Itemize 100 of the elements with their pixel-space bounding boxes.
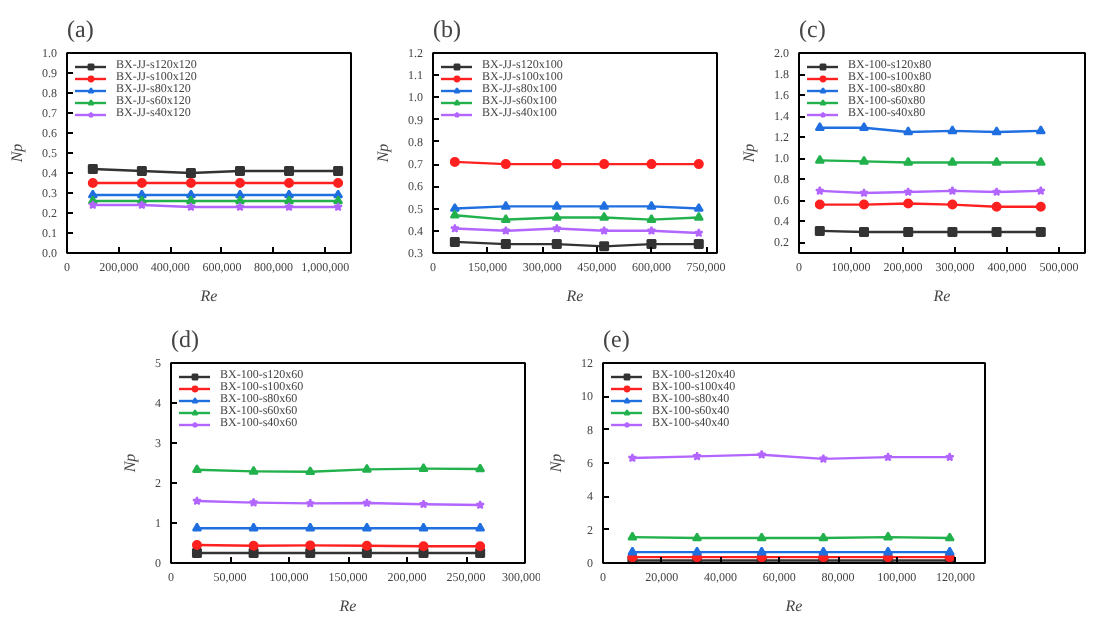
point	[1035, 226, 1046, 237]
point	[500, 159, 511, 170]
x-axis-title: Re	[564, 287, 585, 305]
point	[692, 532, 703, 542]
point	[418, 499, 429, 509]
point	[693, 202, 704, 212]
point	[944, 452, 955, 462]
point	[947, 199, 958, 210]
point	[903, 226, 914, 237]
x-axis-title: Re	[783, 597, 804, 615]
point	[646, 200, 657, 210]
point	[818, 453, 829, 464]
point	[903, 156, 914, 166]
point	[991, 186, 1002, 197]
point	[191, 540, 202, 550]
point	[418, 541, 429, 552]
point	[859, 226, 869, 237]
point	[284, 166, 295, 176]
point	[903, 126, 914, 136]
point	[500, 200, 511, 210]
point	[234, 166, 245, 176]
point	[599, 241, 610, 252]
point	[551, 211, 562, 221]
point	[646, 239, 657, 250]
point	[599, 159, 610, 170]
point	[551, 200, 562, 210]
point	[1036, 185, 1046, 196]
point	[235, 202, 245, 212]
y-axis-title: Np	[374, 143, 392, 165]
point	[500, 239, 511, 250]
point	[991, 126, 1002, 136]
chart-title: (c)	[799, 15, 826, 43]
point	[191, 522, 202, 532]
x-axis-title: Re	[931, 287, 952, 305]
point	[305, 522, 316, 532]
point	[191, 464, 202, 474]
point	[947, 226, 958, 237]
point	[333, 195, 344, 205]
point	[859, 122, 869, 132]
point	[815, 185, 825, 196]
point	[248, 465, 259, 475]
point	[1035, 201, 1046, 212]
point	[191, 548, 202, 558]
point	[991, 226, 1002, 237]
point	[248, 540, 259, 551]
point	[599, 211, 610, 221]
point	[361, 522, 372, 532]
x-axis-title: Re	[198, 287, 219, 305]
point	[627, 531, 638, 541]
point	[883, 546, 894, 556]
point	[818, 532, 829, 542]
point	[599, 225, 609, 236]
point	[305, 466, 316, 476]
point	[646, 214, 657, 223]
y-axis-title: Np	[740, 143, 758, 165]
point	[859, 188, 869, 198]
point	[333, 166, 344, 176]
point	[449, 202, 460, 212]
point	[87, 178, 98, 188]
point	[450, 223, 460, 233]
point	[756, 449, 767, 459]
point	[646, 225, 657, 236]
point	[551, 239, 562, 250]
point	[185, 195, 196, 205]
chart-title: (e)	[603, 325, 630, 353]
point	[944, 532, 955, 542]
point	[475, 522, 486, 532]
point	[185, 178, 196, 188]
point	[903, 198, 914, 209]
point	[947, 156, 958, 166]
point	[362, 498, 372, 508]
y-axis-title: Np	[547, 453, 565, 475]
point	[693, 159, 704, 170]
point	[248, 497, 259, 507]
chart-title: (b)	[433, 15, 461, 43]
point	[551, 159, 562, 170]
point	[627, 546, 638, 556]
point	[234, 195, 245, 205]
point	[248, 522, 259, 532]
point	[136, 178, 147, 188]
point	[991, 156, 1002, 166]
point	[284, 195, 295, 205]
point	[627, 453, 638, 463]
point	[475, 541, 486, 552]
point	[859, 199, 869, 210]
point	[756, 546, 767, 556]
point	[475, 500, 485, 510]
point	[814, 122, 825, 132]
point	[947, 125, 958, 135]
point	[234, 178, 245, 188]
point	[361, 540, 372, 551]
point	[361, 463, 372, 473]
point	[284, 202, 294, 212]
point	[814, 199, 825, 210]
point	[883, 531, 894, 541]
y-axis-title: Np	[121, 453, 139, 475]
point	[692, 546, 703, 556]
point	[185, 168, 196, 178]
point	[903, 186, 913, 197]
point	[88, 200, 98, 210]
